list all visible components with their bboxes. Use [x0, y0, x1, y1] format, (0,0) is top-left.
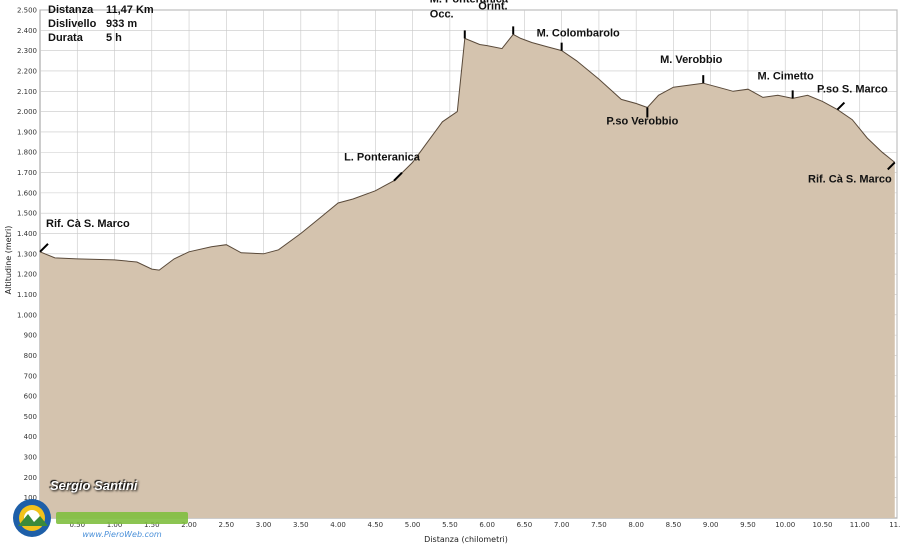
x-tick-label: 1.50: [144, 521, 160, 529]
x-tick-label: 4.50: [368, 521, 384, 529]
y-tick-label: 100: [24, 494, 37, 502]
y-tick-label: 1.000: [17, 311, 37, 319]
x-tick-label: 2.00: [181, 521, 197, 529]
annotation-label: P.so S. Marco: [817, 84, 888, 96]
y-tick-label: 1.200: [17, 271, 37, 279]
y-tick-label: 500: [24, 413, 37, 421]
x-tick-label: 8.50: [666, 521, 682, 529]
x-tick-label: 11.5: [889, 521, 900, 529]
x-tick-label: 5.00: [405, 521, 421, 529]
distance-label: Distanza: [48, 4, 94, 16]
y-tick-label: 400: [24, 433, 37, 441]
x-axis-title: Distanza (chilometri): [424, 535, 508, 544]
y-tick-label: 2.100: [17, 88, 37, 96]
elevation-gain-label: Dislivello: [48, 18, 97, 30]
x-tick-label: 7.00: [554, 521, 570, 529]
x-tick-label: 3.50: [293, 521, 309, 529]
x-tick-label: 8.00: [628, 521, 644, 529]
y-tick-label: 1.500: [17, 210, 37, 218]
y-tick-label: 1.400: [17, 230, 37, 238]
annotation-label: M. Colombarolo: [537, 28, 620, 40]
y-tick-label: 1.300: [17, 250, 37, 258]
pieroweb-logo: www.PieroWeb.com: [13, 499, 188, 539]
y-tick-label: 600: [24, 393, 37, 401]
annotation-label: L. Ponteranica: [344, 152, 421, 164]
x-tick-label: 7.50: [591, 521, 607, 529]
x-tick-label: 9.00: [703, 521, 719, 529]
y-axis-title: Altitudine (metri): [4, 226, 13, 295]
annotation-label: M. PonteranicaOrint.: [478, 0, 557, 12]
annotation-marker: [887, 161, 896, 171]
annotation-label: Rif. Cà S. Marco: [46, 218, 130, 230]
x-tick-label: 10.50: [812, 521, 832, 529]
elevation-area: [40, 34, 895, 519]
annotation-label: Rif. Cà S. Marco: [808, 173, 892, 185]
author-signature: Sergio Santini: [50, 478, 138, 493]
duration-value: 5 h: [106, 32, 122, 44]
annotation-marker: [836, 101, 846, 111]
watermark-text: www.PieroWeb.com: [82, 530, 162, 539]
x-tick-label: 11.00: [850, 521, 870, 529]
x-tick-label: 2.50: [219, 521, 235, 529]
annotation-marker: [393, 171, 403, 182]
y-tick-label: 1.700: [17, 169, 37, 177]
elevation-line: [39, 33, 896, 271]
x-tick-label: 5.50: [442, 521, 458, 529]
x-tick-label: 10.00: [775, 521, 795, 529]
annotation-marker: [39, 243, 49, 253]
y-tick-label: 2.200: [17, 67, 37, 75]
duration-label: Durata: [48, 32, 83, 44]
x-tick-label: 1.00: [107, 521, 123, 529]
y-tick-label: 1.600: [17, 189, 37, 197]
logo-mountain-icon: [18, 514, 48, 526]
x-tick-label: 9.50: [740, 521, 756, 529]
route-info: Distanza 11,47 Km Dislivello 933 m Durata 5…: [48, 3, 154, 45]
annotation-label: P.so Verobbio: [606, 116, 678, 128]
annotation-label: M. Cimetto: [758, 70, 815, 82]
x-tick-label: 0.50: [69, 521, 85, 529]
annotation-label: M. Verobbio: [660, 54, 723, 66]
y-tick-label: 1.100: [17, 291, 37, 299]
y-tick-label: 2.400: [17, 27, 37, 35]
distance-value: 11,47 Km: [106, 4, 154, 16]
x-tick-label: 6.50: [517, 521, 533, 529]
elevation-gain-value: 933 m: [106, 18, 138, 30]
x-tick-label: 3.00: [256, 521, 272, 529]
x-tick-label: 4.00: [330, 521, 346, 529]
y-tick-label: 900: [24, 332, 37, 340]
y-tick-label: 800: [24, 352, 37, 360]
y-tick-label: 1.800: [17, 149, 37, 157]
y-tick-label: 2.000: [17, 108, 37, 116]
y-tick-label: 2.500: [17, 7, 37, 15]
y-tick-label: 200: [24, 474, 37, 482]
y-tick-label: 300: [24, 454, 37, 462]
y-tick-label: 1.900: [17, 128, 37, 136]
y-tick-label: 700: [24, 372, 37, 380]
x-tick-label: 6.00: [479, 521, 495, 529]
y-tick-label: 2.300: [17, 47, 37, 55]
